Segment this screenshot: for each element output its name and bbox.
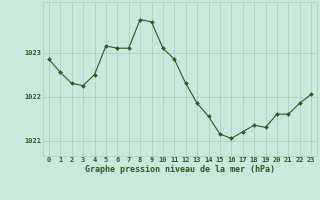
X-axis label: Graphe pression niveau de la mer (hPa): Graphe pression niveau de la mer (hPa) xyxy=(85,165,275,174)
